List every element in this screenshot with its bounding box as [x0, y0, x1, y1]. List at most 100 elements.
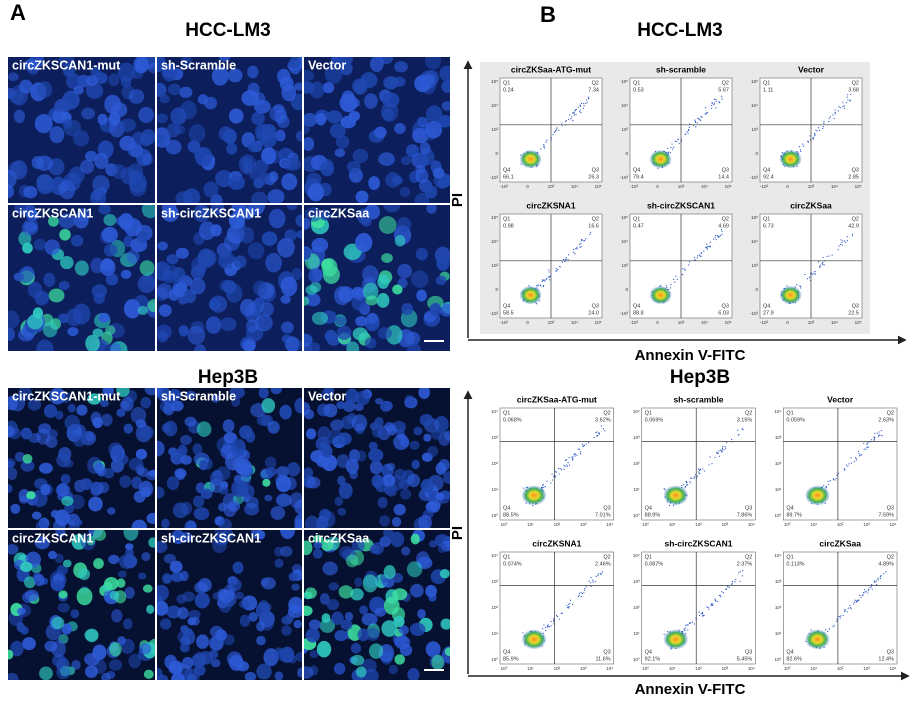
cell [378, 216, 397, 234]
event [739, 571, 742, 573]
cell [375, 397, 384, 405]
micrograph: circZKSCAN1-mut [8, 57, 155, 203]
quadrant-value: 0.24 [503, 87, 514, 93]
event [864, 591, 866, 593]
cell [187, 617, 196, 626]
event [720, 590, 723, 593]
quadrant-name: Q3 [852, 167, 859, 173]
y-tick-label: 10⁴ [491, 553, 498, 558]
cell [72, 303, 91, 325]
cell [334, 148, 346, 158]
cell [73, 85, 84, 95]
cell [192, 443, 203, 455]
quadrant-name: Q1 [503, 410, 510, 416]
event [869, 587, 871, 589]
cell [374, 417, 384, 427]
x-tick-label: 10⁴ [571, 184, 578, 189]
quadrant-name: Q3 [592, 303, 599, 309]
image-label: circZKSaa [308, 206, 370, 220]
event [579, 104, 581, 106]
quadrant-name: Q1 [645, 410, 652, 416]
event [710, 604, 712, 607]
cell [8, 327, 15, 341]
cell [107, 507, 116, 515]
event [698, 254, 701, 256]
event [585, 443, 587, 445]
x-tick-label: 10⁴ [831, 184, 838, 189]
cell [397, 433, 407, 441]
quadrant-name: Q1 [503, 216, 510, 222]
event [694, 119, 696, 121]
event [575, 113, 577, 116]
cell [233, 255, 247, 269]
cell [193, 507, 210, 521]
event [557, 268, 559, 271]
event [851, 235, 853, 237]
cell [187, 673, 197, 680]
cell [180, 434, 192, 445]
quadrant-value: 92.1% [645, 656, 661, 662]
event [715, 239, 717, 241]
quadrant-name: Q2 [745, 410, 752, 416]
event [738, 572, 740, 574]
cell [157, 584, 169, 602]
cell [245, 430, 256, 443]
cell [179, 100, 197, 120]
event [670, 146, 672, 149]
cell [311, 311, 329, 325]
cell [26, 491, 36, 500]
cell [439, 569, 450, 579]
cell [115, 216, 128, 226]
cell [388, 664, 398, 675]
cell [376, 293, 390, 308]
event-core [663, 629, 689, 650]
cell [58, 57, 75, 67]
event [673, 146, 675, 148]
cell [319, 618, 336, 633]
y-tick-label: 10⁴ [491, 239, 498, 244]
event [555, 268, 557, 270]
event [723, 449, 725, 451]
cell [55, 530, 66, 538]
event [844, 610, 846, 613]
event [583, 589, 585, 591]
event [523, 487, 525, 489]
event [694, 474, 697, 476]
event [689, 481, 691, 483]
event [571, 456, 573, 458]
cell [58, 213, 76, 229]
cell [76, 587, 93, 606]
cell [441, 174, 450, 187]
quadrant-value: 4.69 [718, 223, 729, 229]
event [587, 98, 590, 100]
y-tick-label: 10³ [491, 435, 498, 440]
cell [22, 637, 36, 651]
event [832, 626, 834, 628]
quadrant-name: Q4 [503, 649, 510, 655]
event [853, 601, 855, 603]
cell [401, 302, 414, 316]
cell [383, 565, 396, 580]
cell [223, 233, 241, 251]
cell [8, 169, 17, 189]
cell [253, 159, 269, 174]
y-tick-label: 0 [755, 151, 758, 156]
event [544, 280, 546, 282]
cell [312, 548, 323, 559]
event [828, 121, 830, 123]
cell [368, 448, 384, 462]
event [669, 287, 672, 289]
event [565, 257, 567, 259]
x-axis-label: Annexin V-FITC [635, 347, 746, 364]
cell [121, 396, 134, 412]
cell [209, 295, 228, 313]
event [807, 141, 810, 143]
event [542, 284, 545, 287]
event [566, 604, 568, 607]
event [849, 604, 851, 607]
event [542, 483, 544, 486]
event [707, 606, 709, 609]
cell [90, 67, 102, 77]
cell [275, 129, 286, 142]
cell [70, 234, 84, 247]
